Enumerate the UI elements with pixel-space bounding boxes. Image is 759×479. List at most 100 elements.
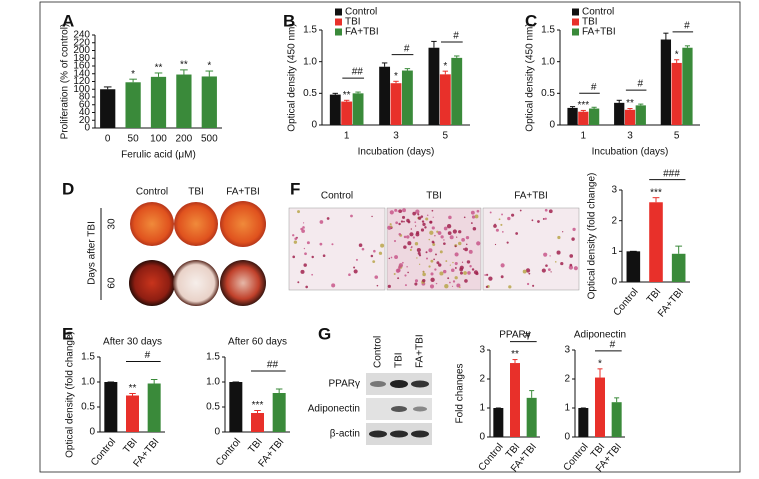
stain-dot [560, 261, 564, 266]
legend-label: Control [345, 7, 377, 18]
stain-dot [398, 266, 401, 269]
plate [220, 260, 266, 306]
x-tick-label: Control [214, 437, 243, 469]
stain-dot [476, 241, 481, 246]
legend-label: Control [582, 7, 614, 18]
stain-dot [400, 220, 404, 223]
legend-swatch [335, 18, 342, 26]
stain-dot [429, 284, 435, 289]
band [369, 430, 387, 438]
x-tick-label: 1 [344, 131, 350, 142]
stain-dot [348, 273, 351, 277]
stain-dot [420, 215, 424, 218]
stain-dot [438, 263, 442, 267]
stain-dot [470, 210, 475, 215]
stain-dot [418, 263, 421, 265]
y-tick-label: 1.0 [303, 56, 317, 67]
bar [635, 105, 646, 125]
stain-dot [398, 232, 402, 236]
stain-dot [498, 218, 501, 221]
stain-dot [528, 272, 531, 275]
stain-dot [439, 250, 443, 254]
stain-dot [371, 215, 373, 218]
stain-dot [501, 213, 503, 216]
significance: *** [650, 187, 662, 198]
y-tick-label: 0 [479, 432, 485, 443]
stain-dot [476, 209, 480, 213]
stain-dot [472, 226, 477, 231]
stain-dot [420, 228, 425, 232]
band-label: PPARγ [329, 379, 361, 390]
frame [39, 1, 741, 473]
y-tick-label: 2 [611, 215, 617, 226]
stain-dot [465, 236, 470, 240]
stain-dot [485, 285, 489, 288]
stain-dot [422, 270, 425, 273]
bar [390, 83, 402, 125]
stain-dot [297, 281, 300, 284]
bar [401, 70, 413, 125]
row-label: 60 [107, 277, 118, 289]
legend-swatch [335, 28, 342, 36]
stain-dot [544, 208, 548, 212]
y-tick-label: 1.5 [81, 352, 95, 363]
stain-dot [456, 283, 461, 288]
x-tick-label: 3 [627, 131, 633, 142]
stain-dot [293, 240, 298, 244]
stain-dot [300, 269, 305, 274]
stain-dot [425, 251, 428, 254]
bar [671, 253, 686, 282]
stain-dot [449, 235, 454, 240]
x-tick-label: 0 [105, 134, 111, 145]
bar [379, 66, 391, 125]
y-tick-label: 3 [479, 345, 485, 356]
y-tick-label: 20 [79, 115, 91, 126]
stain-dot [461, 237, 465, 242]
stain-dot [395, 221, 399, 225]
stain-dot [462, 248, 465, 250]
plate [174, 202, 218, 246]
y-tick-label: 240 [73, 30, 90, 41]
stain-dot [525, 268, 531, 273]
stain-dot [414, 242, 419, 246]
stain-dot [506, 241, 509, 244]
band [391, 406, 407, 412]
y-tick-label: 1.5 [206, 352, 220, 363]
band-label: Adiponectin [308, 404, 360, 415]
stain-dot [302, 222, 305, 224]
legend-swatch [572, 8, 579, 16]
stain-dot [407, 220, 411, 224]
legend-swatch [572, 18, 579, 26]
stain-dot [393, 272, 396, 275]
bracket-label: ### [663, 168, 680, 179]
bar [176, 74, 192, 128]
x-tick-label: 3 [393, 131, 399, 142]
bracket-label: ## [352, 67, 364, 78]
stain-dot [471, 268, 475, 271]
stain-dot [301, 229, 305, 233]
stain-dot [474, 214, 479, 219]
stain-dot [493, 224, 497, 228]
stain-dot [522, 269, 527, 274]
bar [626, 251, 641, 282]
stain-dot [428, 238, 431, 241]
stain-dot [532, 284, 535, 287]
stain-dot [417, 213, 420, 216]
panel-letter: C [525, 11, 537, 30]
stain-dot [452, 280, 456, 283]
column-label: FA+TBI [514, 191, 548, 202]
bar [439, 74, 451, 125]
column-label: Control [321, 191, 353, 202]
band [370, 381, 386, 387]
stain-dot [454, 245, 457, 248]
lane-label: Control [373, 336, 384, 368]
stain-dot [430, 259, 434, 263]
stain-dot [501, 231, 504, 233]
stain-dot [397, 277, 400, 280]
stain-dot [568, 265, 574, 270]
significance: ** [180, 60, 188, 71]
band [411, 380, 429, 388]
stain-dot [380, 243, 385, 248]
panel-letter: A [62, 11, 74, 30]
